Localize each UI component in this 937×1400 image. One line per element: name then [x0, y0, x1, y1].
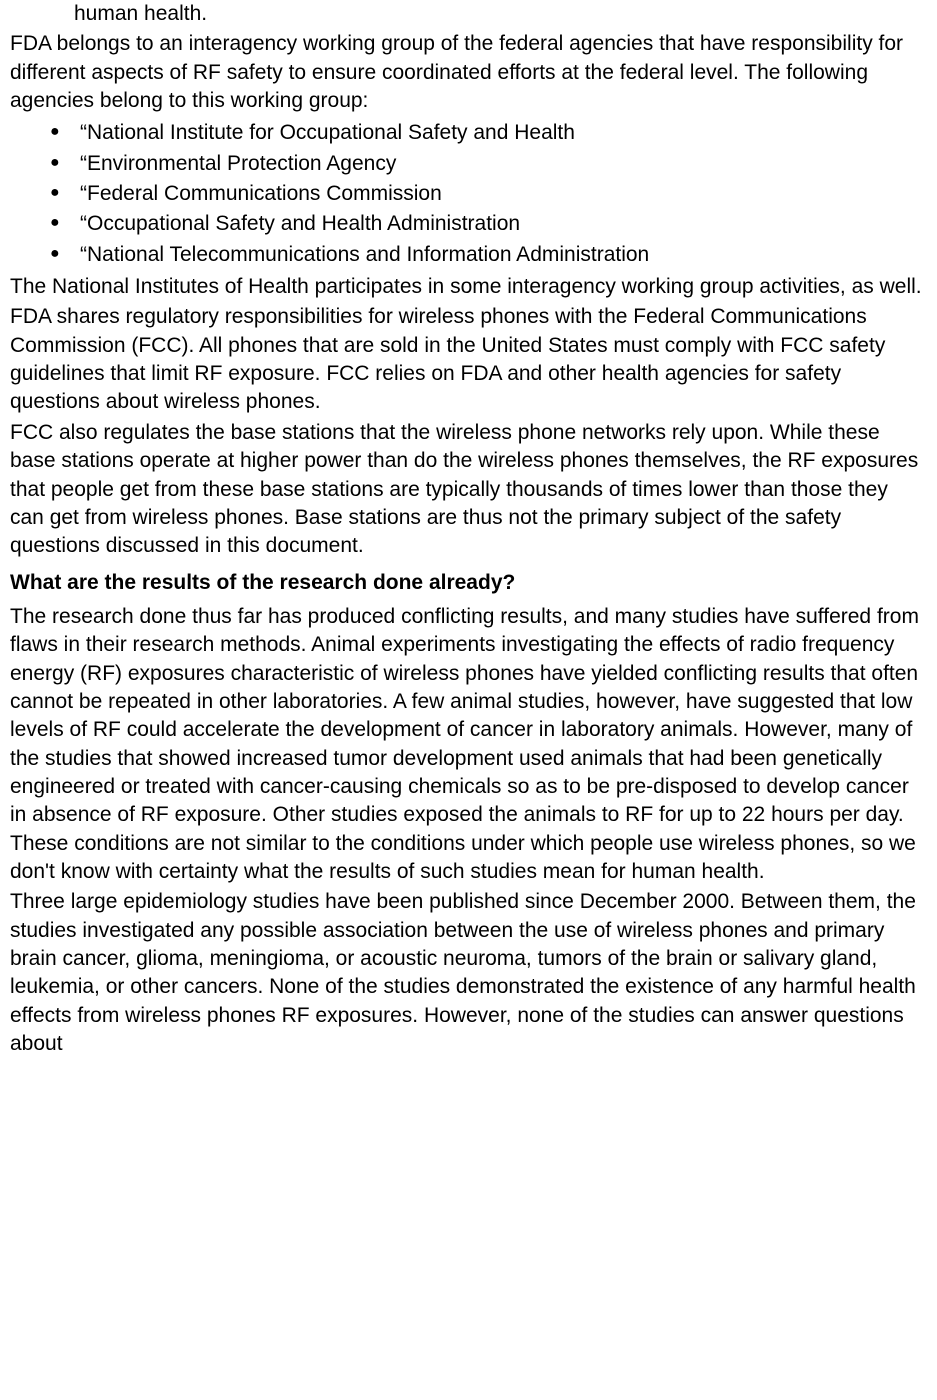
paragraph-research-animal: The research done thus far has produced … — [10, 603, 927, 886]
list-item: “National Institute for Occupational Saf… — [50, 119, 927, 147]
list-item: “Occupational Safety and Health Administ… — [50, 210, 927, 238]
list-item: “Federal Communications Commission — [50, 180, 927, 208]
agency-list: “National Institute for Occupational Saf… — [10, 119, 927, 269]
paragraph-research-epidemiology: Three large epidemiology studies have be… — [10, 888, 927, 1058]
paragraph-nih: The National Institutes of Health partic… — [10, 273, 927, 301]
list-item: “Environmental Protection Agency — [50, 150, 927, 178]
paragraph-fcc-shared: FDA shares regulatory responsibilities f… — [10, 303, 927, 416]
paragraph-interagency-intro: FDA belongs to an interagency working gr… — [10, 30, 927, 115]
paragraph-fragment-top: human health. — [74, 0, 927, 28]
list-item: “National Telecommunications and Informa… — [50, 241, 927, 269]
heading-research-results: What are the results of the research don… — [10, 569, 927, 597]
paragraph-fcc-base-stations: FCC also regulates the base stations tha… — [10, 419, 927, 561]
